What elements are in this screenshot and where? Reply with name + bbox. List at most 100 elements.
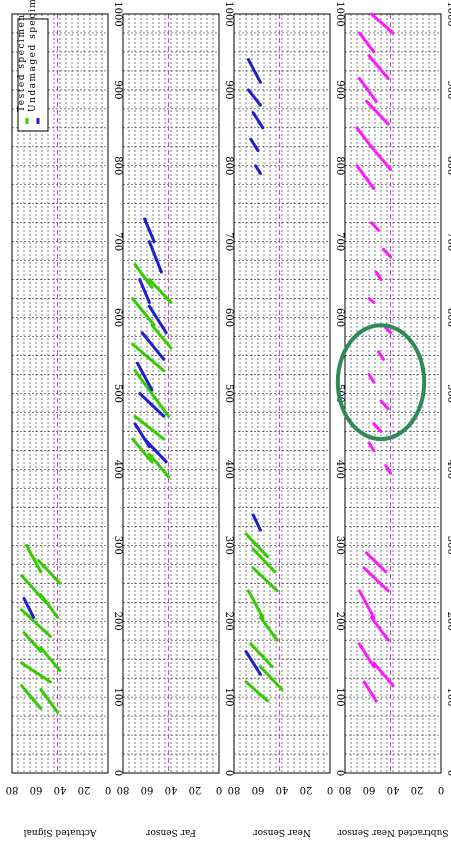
legend-box [17, 18, 49, 132]
y-tick-label: 20 [78, 784, 91, 795]
x-tick-label: 400 [334, 460, 345, 479]
y-tick-label: 60 [252, 784, 265, 795]
series-stroke [150, 323, 173, 350]
series-stroke [36, 558, 62, 585]
x-tick-label: 800 [112, 156, 123, 175]
series-stroke [251, 111, 265, 130]
x-tick-label: 1000 [112, 1, 123, 26]
series-stroke [377, 350, 385, 361]
series-stroke [244, 680, 270, 703]
x-tick-label: 100 [334, 688, 345, 707]
y-tick-label: 80 [339, 784, 352, 795]
x-tick-label: 100 [445, 688, 451, 707]
series-stroke [381, 247, 393, 259]
series-stroke [147, 304, 168, 335]
series-stroke [22, 596, 36, 619]
series-stroke [150, 392, 171, 418]
series-stroke [147, 452, 171, 479]
series-stroke [379, 399, 390, 411]
x-tick-label: 200 [445, 612, 451, 631]
panel-ylabel: Subtracted Near Sensor [337, 827, 449, 837]
series-stroke [384, 464, 393, 475]
x-tick-label: 600 [223, 308, 234, 327]
x-tick-label: 400 [445, 460, 451, 479]
series-stroke [367, 373, 376, 384]
legend-label: Tested specimen [17, 13, 27, 112]
panel-3: 0204060800100200300400500600700800900100… [228, 1, 345, 837]
x-tick-label: 400 [112, 460, 123, 479]
y-tick-label: 20 [300, 784, 313, 795]
series-stroke [254, 164, 262, 175]
y-tick-label: 40 [276, 784, 289, 795]
series-stroke [133, 262, 154, 289]
x-tick-label: 500 [112, 384, 123, 403]
x-tick-label: 1000 [445, 1, 451, 26]
series-stroke [369, 221, 381, 232]
x-tick-label: 0 [445, 770, 451, 776]
x-tick-label: 100 [223, 688, 234, 707]
y-tick-label: 0 [327, 784, 333, 795]
panel-1: 0204060800100200300400500600700800900100… [6, 1, 123, 837]
x-tick-label: 600 [112, 308, 123, 327]
series-stroke [258, 615, 279, 642]
legend-label: Undamaged specimen [28, 0, 38, 112]
series-stroke [133, 414, 166, 441]
series-stroke [246, 589, 265, 619]
x-tick-label: 800 [445, 156, 451, 175]
x-tick-label: 0 [334, 770, 345, 776]
series-stroke [20, 574, 48, 604]
y-tick-label: 60 [363, 784, 376, 795]
panel-ylabel: Actuated Signal [24, 827, 98, 837]
x-tick-label: 500 [223, 384, 234, 403]
x-tick-label: 500 [445, 384, 451, 403]
x-tick-label: 900 [445, 80, 451, 99]
series-stroke [372, 661, 395, 688]
x-tick-label: 1000 [223, 1, 234, 26]
series-stroke [133, 422, 151, 449]
series-stroke [138, 392, 166, 418]
series-stroke [249, 137, 260, 153]
y-tick-label: 80 [6, 784, 19, 795]
panel-4: 0204060800100200300400500600700800900100… [335, 1, 451, 837]
series-stroke [246, 88, 262, 107]
y-tick-label: 0 [216, 784, 222, 795]
series-stroke [374, 270, 383, 282]
series-stroke [365, 99, 390, 126]
series-stroke [251, 547, 277, 574]
panel-2: 0204060800100200300400500600700800900100… [117, 1, 234, 837]
series-stroke [24, 543, 43, 574]
series-stroke [369, 12, 395, 35]
series-stroke [367, 54, 390, 81]
series-stroke [362, 680, 378, 703]
series-stroke [251, 566, 279, 593]
series-stroke [258, 665, 284, 692]
series-stroke [244, 650, 262, 676]
series-stroke [147, 240, 163, 274]
series-stroke [147, 278, 173, 304]
panel-frame [11, 13, 109, 774]
x-tick-label: 900 [112, 80, 123, 99]
highlight-ellipse [335, 323, 427, 442]
series-stroke [135, 361, 154, 392]
series-stroke [131, 297, 156, 327]
x-tick-label: 700 [445, 232, 451, 251]
x-tick-label: 900 [223, 80, 234, 99]
series-stroke [246, 58, 262, 84]
x-tick-label: 800 [223, 156, 234, 175]
x-tick-label: 200 [112, 612, 123, 631]
x-tick-label: 0 [223, 770, 234, 776]
series-stroke [357, 77, 378, 103]
x-tick-label: 800 [334, 156, 345, 175]
series-stroke [357, 31, 376, 54]
panel-ylabel: Far Sensor [145, 827, 195, 837]
series-stroke [22, 631, 43, 654]
series-stroke [367, 441, 376, 452]
x-tick-label: 100 [112, 688, 123, 707]
series-stroke [39, 646, 62, 673]
series-stroke [251, 513, 262, 532]
series-stroke [143, 217, 156, 244]
y-tick-label: 80 [228, 784, 241, 795]
x-tick-label: 0 [112, 770, 123, 776]
